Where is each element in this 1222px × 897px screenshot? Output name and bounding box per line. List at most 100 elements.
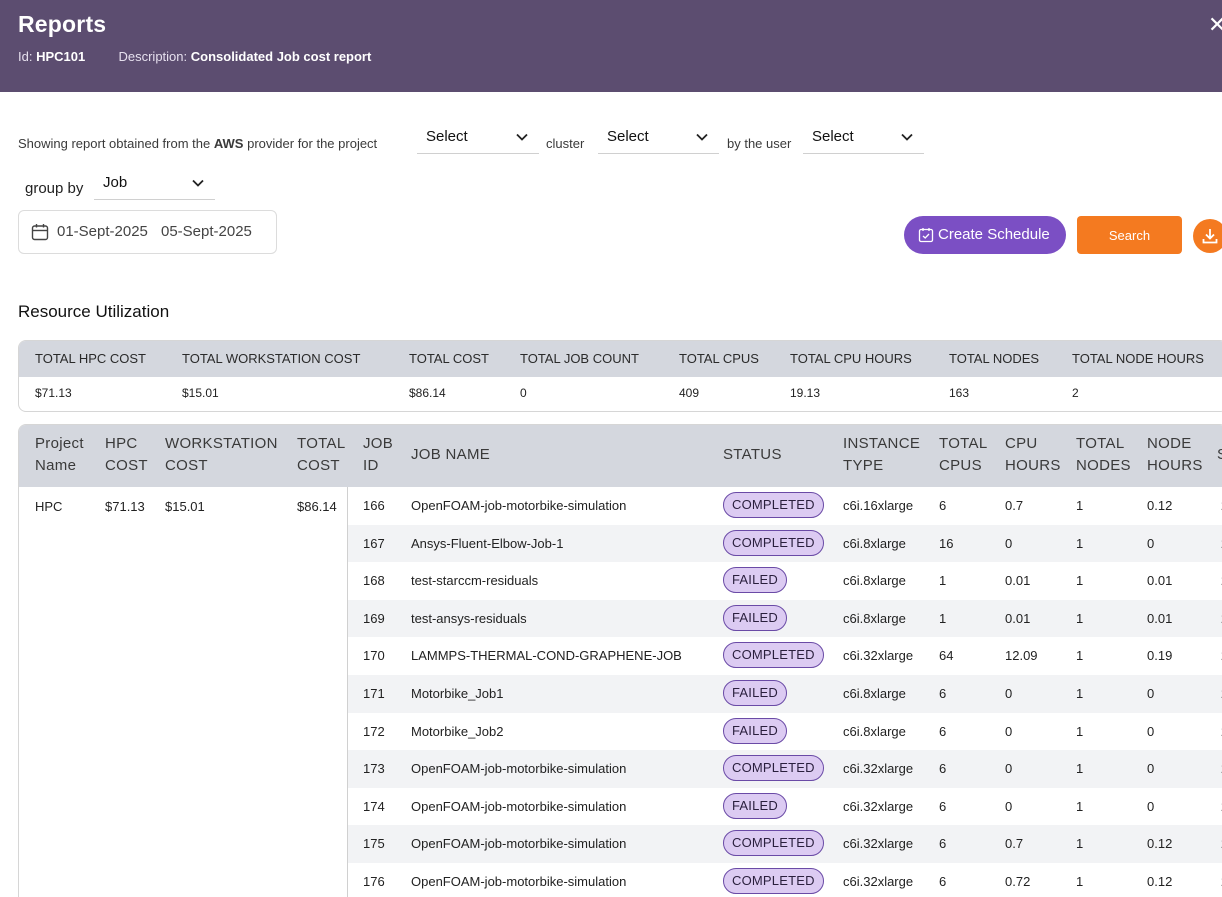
cell-total-nodes: 1 <box>1076 798 1084 814</box>
header-hpc-cost: HPC COST <box>105 435 148 474</box>
create-schedule-button[interactable]: Create Schedule <box>904 216 1066 254</box>
header-status: STATUS <box>723 446 782 463</box>
create-schedule-label: Create Schedule <box>938 226 1050 243</box>
header-cpu-hours: CPU HOURS <box>1005 435 1061 474</box>
calendar-icon <box>31 224 49 241</box>
cell-cpu-hours: 0 <box>1005 798 1013 814</box>
cell-job-id: 173 <box>363 761 385 777</box>
cell-node-hours: 0.01 <box>1147 610 1173 626</box>
reports-header: Reports Id: HPC101 Description: Consolid… <box>0 0 1222 92</box>
header-node-hours: NODE HOURS <box>1147 435 1203 474</box>
cell-total-cpus: 6 <box>939 686 947 701</box>
cell-job-name: OpenFOAM-job-motorbike-simulation <box>411 874 627 889</box>
cell-cpu-hours: 0.7 <box>1005 498 1024 513</box>
cell-total-nodes: 1 <box>1076 535 1084 551</box>
cell-node-hours: 0 <box>1147 723 1155 739</box>
summary-value: 0 <box>520 386 527 400</box>
resource-utilization-title: Resource Utilization <box>18 302 170 321</box>
cluster-select[interactable]: Select <box>598 124 719 154</box>
summary-header: TOTAL COST <box>409 351 489 366</box>
table-row[interactable]: 173 OpenFOAM-job-motorbike-simulation COMP… <box>348 750 1222 788</box>
cell-total-cpus: 16 <box>939 535 954 551</box>
cell-total-cpus: 6 <box>939 498 947 513</box>
chevron-down-icon <box>192 179 204 187</box>
cell-total-nodes: 1 <box>1076 686 1084 701</box>
cell-total-cpus: 6 <box>939 798 947 814</box>
group-by-value: Job <box>103 174 128 191</box>
user-select[interactable]: Select <box>803 124 924 154</box>
cell-total-nodes: 1 <box>1076 874 1084 889</box>
cell-total-nodes: 1 <box>1076 836 1084 852</box>
group-workstation-cost: $15.01 <box>165 499 205 514</box>
table-row[interactable]: 166 OpenFOAM-job-motorbike-simulation COMP… <box>348 487 1222 525</box>
header-job-id: JOB ID <box>363 435 394 474</box>
header-total-cost: TOTAL COST <box>297 435 346 474</box>
cell-cpu-hours: 0 <box>1005 535 1013 551</box>
cell-job-id: 169 <box>363 610 385 626</box>
group-by-label: group by <box>25 180 84 197</box>
cell-total-cpus: 1 <box>939 573 947 589</box>
header-job-name: JOB NAME <box>411 446 491 463</box>
close-icon[interactable]: ✕ <box>1208 12 1222 37</box>
group-project-name: HPC <box>35 499 63 514</box>
project-select[interactable]: Select <box>417 124 539 154</box>
cell-instance-type: c6i.8xlarge <box>843 686 906 701</box>
report-meta: Id: HPC101 Description: Consolidated Job… <box>18 49 371 64</box>
summary-header-row: TOTAL HPC COST TOTAL WORKSTATION COST TO… <box>19 341 1222 377</box>
summary-header: TOTAL CPU HOURS <box>790 351 912 366</box>
cell-cpu-hours: 0.01 <box>1005 610 1031 626</box>
description-value: Consolidated Job cost report <box>190 49 372 64</box>
cell-cpu-hours: 0.7 <box>1005 836 1024 852</box>
table-row[interactable]: 174 OpenFOAM-job-motorbike-simulation FAIL… <box>348 788 1222 826</box>
header-project-name: Project Name <box>35 435 84 474</box>
header-total-cpus: TOTAL CPUS <box>939 435 988 474</box>
cell-cpu-hours: 0.72 <box>1005 874 1031 889</box>
cell-node-hours: 0.12 <box>1147 498 1173 513</box>
table-row[interactable]: 169 test-ansys-residuals FAILED c6i.8xlarge… <box>348 599 1222 638</box>
cell-instance-type: c6i.8xlarge <box>843 535 906 551</box>
cell-cpu-hours: 0 <box>1005 761 1013 777</box>
group-by-select[interactable]: Job <box>94 170 215 200</box>
summary-header: TOTAL NODE HOURS <box>1072 351 1204 366</box>
cell-total-cpus: 6 <box>939 723 947 739</box>
cell-node-hours: 0.19 <box>1147 648 1173 664</box>
status-badge: FAILED <box>723 567 787 594</box>
description-label: Description: <box>118 49 188 64</box>
summary-value: 19.13 <box>790 386 821 400</box>
cell-total-cpus: 6 <box>939 836 947 852</box>
page-title: Reports <box>18 11 107 37</box>
download-button[interactable] <box>1193 219 1222 253</box>
date-range-picker[interactable]: 01-Sept-2025 05-Sept-2025 <box>18 210 277 254</box>
end-date: 05-Sept-2025 <box>161 223 252 240</box>
status-badge: COMPLETED <box>723 492 824 518</box>
cell-instance-type: c6i.32xlarge <box>843 836 914 852</box>
table-row[interactable]: 168 test-starccm-residuals FAILED c6i.8xlar… <box>348 562 1222 600</box>
summary-value: 163 <box>949 386 970 400</box>
cell-job-name: OpenFOAM-job-motorbike-simulation <box>411 761 627 777</box>
cell-job-id: 175 <box>363 836 385 852</box>
cell-job-name: Ansys-Fluent-Elbow-Job-1 <box>411 535 564 551</box>
summary-value: $15.01 <box>182 386 219 400</box>
cell-job-name: Motorbike_Job2 <box>411 723 504 739</box>
status-badge: COMPLETED <box>723 642 824 669</box>
cell-node-hours: 0 <box>1147 761 1155 777</box>
cell-total-nodes: 1 <box>1076 723 1084 739</box>
summary-header: TOTAL JOB COUNT <box>520 351 639 366</box>
cell-node-hours: 0 <box>1147 535 1155 551</box>
chevron-down-icon <box>901 133 913 141</box>
search-button[interactable]: Search <box>1077 216 1182 254</box>
table-row[interactable]: 170 LAMMPS-THERMAL-COND-GRAPHENE-JOB COMPL… <box>348 637 1222 675</box>
table-row[interactable]: 167 Ansys-Fluent-Elbow-Job-1 COMPLETED c6i.… <box>348 524 1222 563</box>
table-row[interactable]: 175 OpenFOAM-job-motorbike-simulation COMP… <box>348 825 1222 863</box>
cell-total-nodes: 1 <box>1076 648 1084 664</box>
summary-value: 409 <box>679 386 700 400</box>
table-row[interactable]: 176 OpenFOAM-job-motorbike-simulation COMP… <box>348 863 1222 897</box>
summary-value: 2 <box>1072 386 1079 400</box>
header-trailing: S <box>1217 444 1222 466</box>
user-label: by the user <box>727 136 792 151</box>
cell-job-name: LAMMPS-THERMAL-COND-GRAPHENE-JOB <box>411 648 682 664</box>
summary-header: TOTAL NODES <box>949 351 1040 366</box>
status-badge: COMPLETED <box>723 868 824 894</box>
